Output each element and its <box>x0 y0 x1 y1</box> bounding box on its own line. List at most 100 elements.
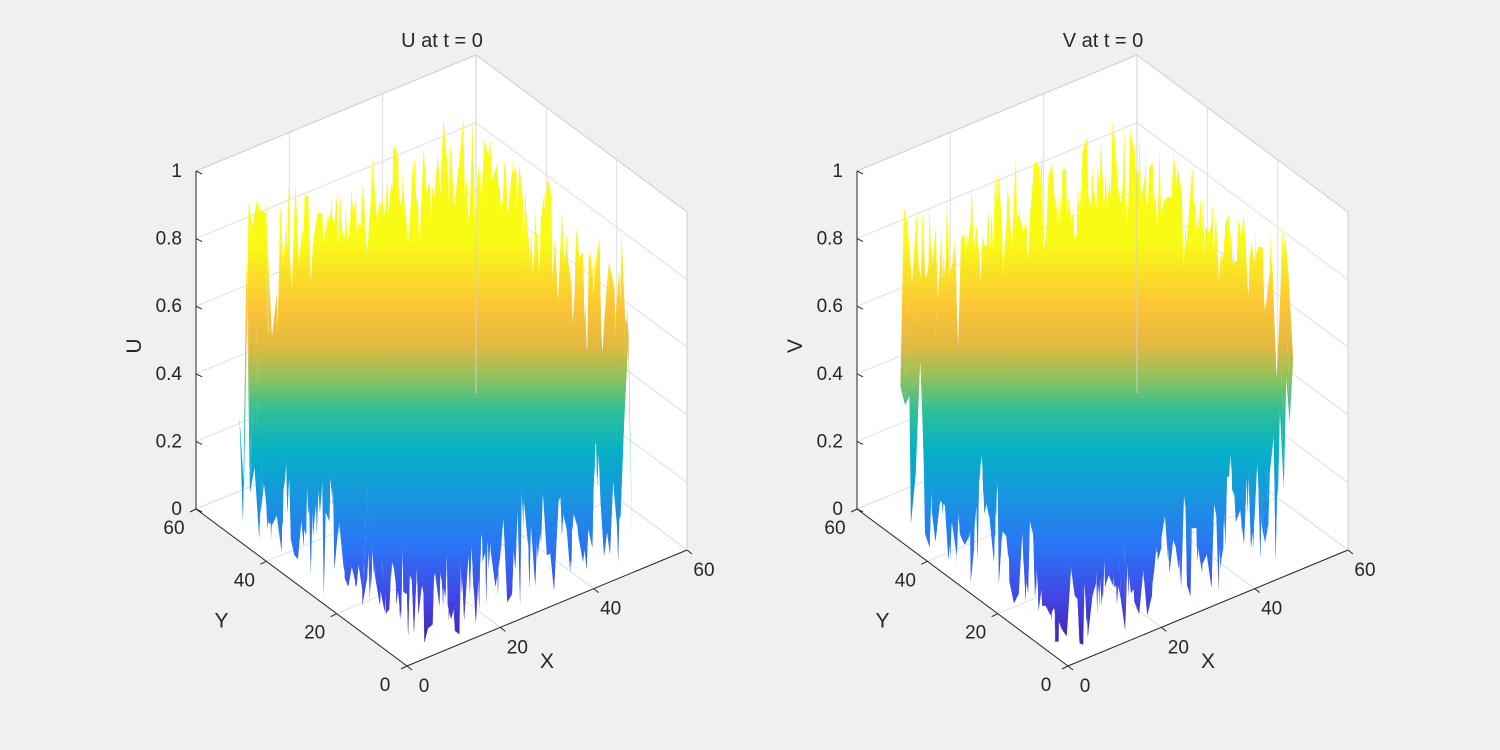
surface-facet <box>348 399 357 515</box>
surface-facet <box>1053 249 1062 428</box>
z-tick-label: 0.2 <box>817 431 843 452</box>
surface-facet <box>466 359 475 537</box>
surface-facet <box>1252 245 1261 478</box>
surface-facet <box>1211 406 1220 588</box>
x-tick <box>1254 588 1260 594</box>
x-tick-label: 40 <box>600 599 621 620</box>
z-tick <box>195 238 203 243</box>
surface-facet <box>1275 296 1284 560</box>
surface-facet <box>1261 299 1270 473</box>
grid-line <box>1136 122 1349 281</box>
surface-facet <box>320 264 329 596</box>
surface-facet <box>453 234 462 413</box>
surface-facet <box>1079 423 1088 645</box>
surface-facet <box>953 260 962 564</box>
surface-facet <box>313 298 322 536</box>
surface-facet <box>1183 294 1192 585</box>
surface-facet <box>426 222 435 539</box>
surface-facet <box>624 307 633 541</box>
surface-facet <box>907 223 916 524</box>
surface-facet <box>960 424 969 545</box>
surface-facet <box>974 301 983 548</box>
surface-facet <box>605 261 614 554</box>
surface-facet <box>507 422 516 603</box>
surface-facet <box>520 190 530 448</box>
surface-facet <box>1216 406 1225 569</box>
surface-facet <box>939 250 948 508</box>
y-tick-label: 40 <box>234 570 255 591</box>
x-tick <box>1161 626 1167 632</box>
surface-facet <box>498 324 507 596</box>
surface-facet <box>466 326 475 484</box>
surface-facet <box>428 383 437 629</box>
surface-facet <box>1159 410 1168 557</box>
z-tick <box>856 440 864 445</box>
y-tick-label: 60 <box>163 518 184 539</box>
surface-facet <box>989 272 998 324</box>
surface-facet <box>423 316 432 629</box>
surface-facet <box>1168 150 1178 469</box>
surface-facet <box>1014 297 1023 604</box>
y-tick <box>260 560 267 565</box>
y-axis-line <box>195 508 408 667</box>
surface-facet <box>1163 197 1172 479</box>
surface-facet <box>377 354 386 588</box>
box-edge <box>856 54 1138 172</box>
surface-facet <box>996 219 1005 442</box>
surface-facet <box>1072 253 1081 401</box>
surface-facet <box>1168 324 1177 562</box>
surface-facet <box>946 274 955 560</box>
z-tick <box>195 440 203 445</box>
surface-facet <box>337 368 346 517</box>
surface-facet <box>1215 334 1224 593</box>
surface-facet <box>1112 339 1121 597</box>
surface-facet <box>306 305 315 574</box>
surface-facet <box>274 280 283 423</box>
x-axis-line <box>406 549 688 667</box>
surface-facet <box>1140 335 1149 524</box>
surface-facet <box>456 368 465 635</box>
surface-facet <box>1141 304 1150 540</box>
surface-facet <box>932 226 941 383</box>
x-tick <box>593 588 599 594</box>
surface-facet <box>475 394 484 624</box>
surface-plot <box>900 121 1294 645</box>
surface-facet <box>484 292 493 507</box>
surface-facet <box>360 286 369 591</box>
y-tick-label: 20 <box>965 623 986 644</box>
surface-facet <box>562 468 571 573</box>
surface-facet <box>601 396 610 554</box>
surface-facet <box>1121 312 1130 631</box>
surface-facet <box>419 389 428 643</box>
surface-facet <box>917 213 927 518</box>
surface-facet <box>925 333 934 548</box>
y-tick <box>850 508 858 513</box>
surface-facet <box>445 244 454 529</box>
z-tick <box>195 508 203 513</box>
y-tick-label: 0 <box>380 675 391 696</box>
x-tick-label: 0 <box>419 676 430 697</box>
surface-facet <box>488 292 497 507</box>
surface-facet <box>582 302 591 570</box>
surface-facet <box>1012 297 1022 449</box>
surface-facet <box>374 307 383 426</box>
surface-facet <box>1205 396 1214 542</box>
surface-facet <box>956 298 965 564</box>
surface-facet <box>1224 302 1233 477</box>
surface-facet <box>549 267 558 490</box>
surface-facet <box>568 274 577 556</box>
surface-facet <box>1126 353 1135 594</box>
surface-facet <box>348 222 357 312</box>
surface-facet <box>337 286 346 492</box>
x-tick <box>500 626 506 632</box>
surface-facet <box>308 376 317 536</box>
surface-facet <box>279 244 288 525</box>
surface-facet <box>465 351 474 595</box>
y-tick <box>991 613 998 618</box>
surface-facet <box>530 428 539 586</box>
surface-facet <box>385 318 394 588</box>
surface-facet <box>383 255 392 364</box>
